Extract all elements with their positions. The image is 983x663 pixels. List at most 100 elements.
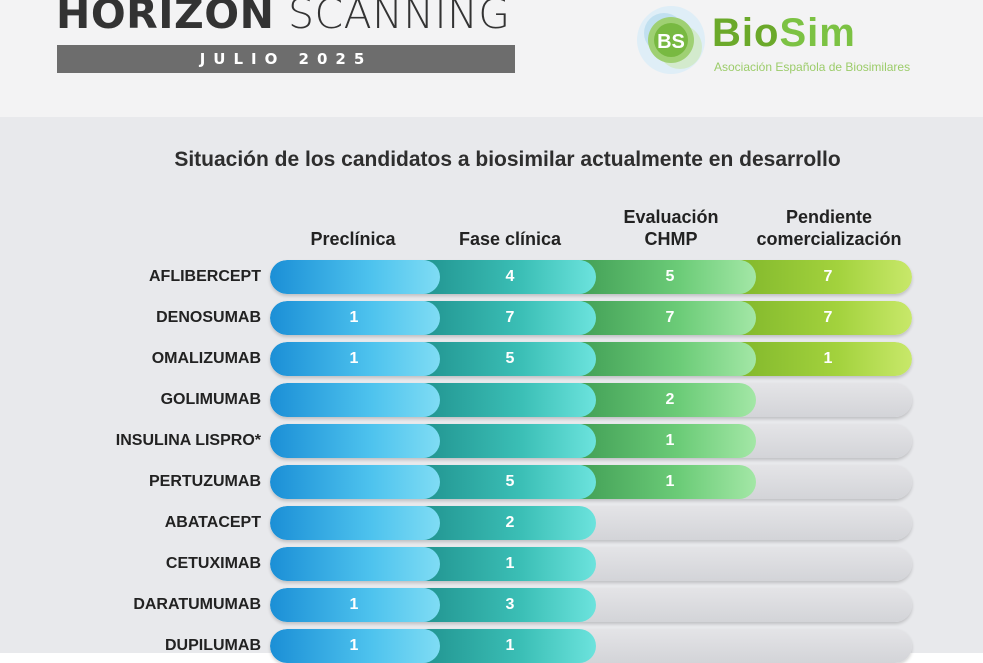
stage-count: 5	[505, 350, 515, 367]
stage-segment	[566, 465, 756, 499]
progress-track: 2	[270, 506, 912, 540]
stage-segment	[566, 424, 756, 458]
progress-track: 4 5 7	[270, 260, 912, 294]
stage-count: 7	[665, 309, 675, 326]
column-header-line: Evaluación	[623, 207, 719, 227]
row-label: DENOSUMAB	[156, 309, 261, 326]
stage-count: 5	[505, 473, 515, 490]
column-header: Evaluación CHMP	[571, 206, 771, 250]
stage-count: 3	[505, 596, 515, 613]
stage-segment	[410, 588, 596, 622]
header: HORIZON SCANNING JULIO 2025 BS BioSim As…	[0, 0, 983, 117]
column-header-line: Fase clínica	[458, 229, 562, 249]
row-label: DARATUMUMAB	[133, 596, 261, 613]
table-row: DUPILUMAB 1 1	[0, 629, 983, 663]
stage-segment	[270, 506, 440, 540]
progress-track: 1	[270, 547, 912, 581]
stage-segment	[410, 342, 596, 376]
table-row: INSULINA LISPRO* 1	[0, 424, 983, 458]
table-row: AFLIBERCEPT 4 5 7	[0, 260, 983, 294]
column-header-line: CHMP	[644, 229, 698, 249]
stage-count: 1	[823, 350, 833, 367]
stage-segment	[270, 342, 440, 376]
stage-segment	[566, 260, 756, 294]
stage-segment	[566, 301, 756, 335]
table-row: CETUXIMAB 1	[0, 547, 983, 581]
stage-count: 1	[505, 637, 515, 654]
progress-track: 1 5 1	[270, 342, 912, 376]
stage-segment	[566, 342, 756, 376]
stage-segment	[270, 424, 440, 458]
report-title: HORIZON SCANNING	[56, 0, 511, 40]
stage-count: 1	[665, 473, 675, 490]
title-light: SCANNING	[287, 0, 511, 38]
table-row: PERTUZUMAB 5 1	[0, 465, 983, 499]
column-header-line: comercialización	[756, 229, 902, 249]
date-banner: JULIO 2025	[57, 45, 515, 73]
stage-segment	[410, 301, 596, 335]
stage-count: 1	[349, 637, 359, 654]
stage-segment	[726, 301, 912, 335]
logo-name-sim: Sim	[779, 11, 856, 55]
biosim-badge-icon: BS	[637, 6, 705, 74]
table-row: DENOSUMAB 1 7 7 7	[0, 301, 983, 335]
stage-count: 1	[349, 309, 359, 326]
stage-count: 1	[505, 555, 515, 572]
row-label: GOLIMUMAB	[160, 391, 261, 408]
row-label: OMALIZUMAB	[151, 350, 261, 367]
progress-track: 2	[270, 383, 912, 417]
title-bold: HORIZON	[56, 0, 275, 38]
stage-segment	[410, 383, 596, 417]
stage-count: 7	[823, 268, 833, 285]
row-label: CETUXIMAB	[165, 555, 261, 572]
row-label: PERTUZUMAB	[149, 473, 261, 490]
stage-count: 2	[505, 514, 515, 531]
biosim-logo: BS BioSim Asociación Española de Biosimi…	[634, 3, 944, 83]
column-header: Fase clínica	[410, 228, 610, 250]
stage-segment	[726, 260, 912, 294]
stage-count: 1	[665, 432, 675, 449]
stage-count: 4	[505, 268, 515, 285]
chart-title: Situación de los candidatos a biosimilar…	[174, 148, 841, 171]
column-header: Pendiente comercialización	[729, 206, 929, 250]
stage-segment	[270, 465, 440, 499]
stage-count: 5	[665, 268, 675, 285]
stage-segment	[270, 260, 440, 294]
report-date: JULIO 2025	[199, 50, 373, 68]
column-header: Preclínica	[253, 228, 453, 250]
stage-segment	[726, 342, 912, 376]
row-label: INSULINA LISPRO*	[115, 432, 261, 449]
stage-segment	[410, 547, 596, 581]
stage-count: 7	[505, 309, 515, 326]
table-row: ABATACEPT 2	[0, 506, 983, 540]
stage-segment	[270, 301, 440, 335]
table-row: GOLIMUMAB 2	[0, 383, 983, 417]
stage-count: 1	[349, 350, 359, 367]
stage-segment	[410, 260, 596, 294]
table-row: DARATUMUMAB 1 3	[0, 588, 983, 622]
logo-badge-text: BS	[657, 31, 685, 53]
stage-count: 7	[823, 309, 833, 326]
stage-count: 2	[665, 391, 675, 408]
logo-name: BioSim	[712, 11, 856, 55]
logo-name-bio: Bio	[712, 11, 780, 55]
column-header-line: Preclínica	[310, 229, 396, 249]
stage-segment	[270, 383, 440, 417]
stage-segment	[410, 465, 596, 499]
stage-segment	[410, 506, 596, 540]
row-label: AFLIBERCEPT	[149, 268, 261, 285]
stage-segment	[410, 424, 596, 458]
stage-segment	[270, 588, 440, 622]
table-row: OMALIZUMAB 1 5 1	[0, 342, 983, 376]
row-label: DUPILUMAB	[165, 637, 261, 654]
column-header-line: Pendiente	[785, 207, 873, 227]
progress-track: 1	[270, 424, 912, 458]
row-label: ABATACEPT	[164, 514, 261, 531]
stage-count: 1	[349, 596, 359, 613]
stage-segment	[270, 547, 440, 581]
stage-segment	[566, 383, 756, 417]
